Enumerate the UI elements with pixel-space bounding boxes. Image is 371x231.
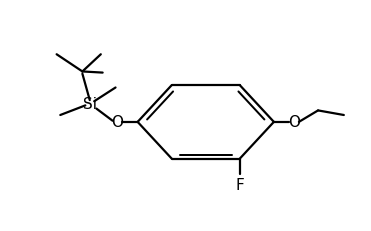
Text: O: O	[111, 115, 124, 130]
Text: F: F	[236, 177, 244, 192]
Text: Si: Si	[83, 97, 97, 112]
Text: O: O	[288, 115, 300, 130]
